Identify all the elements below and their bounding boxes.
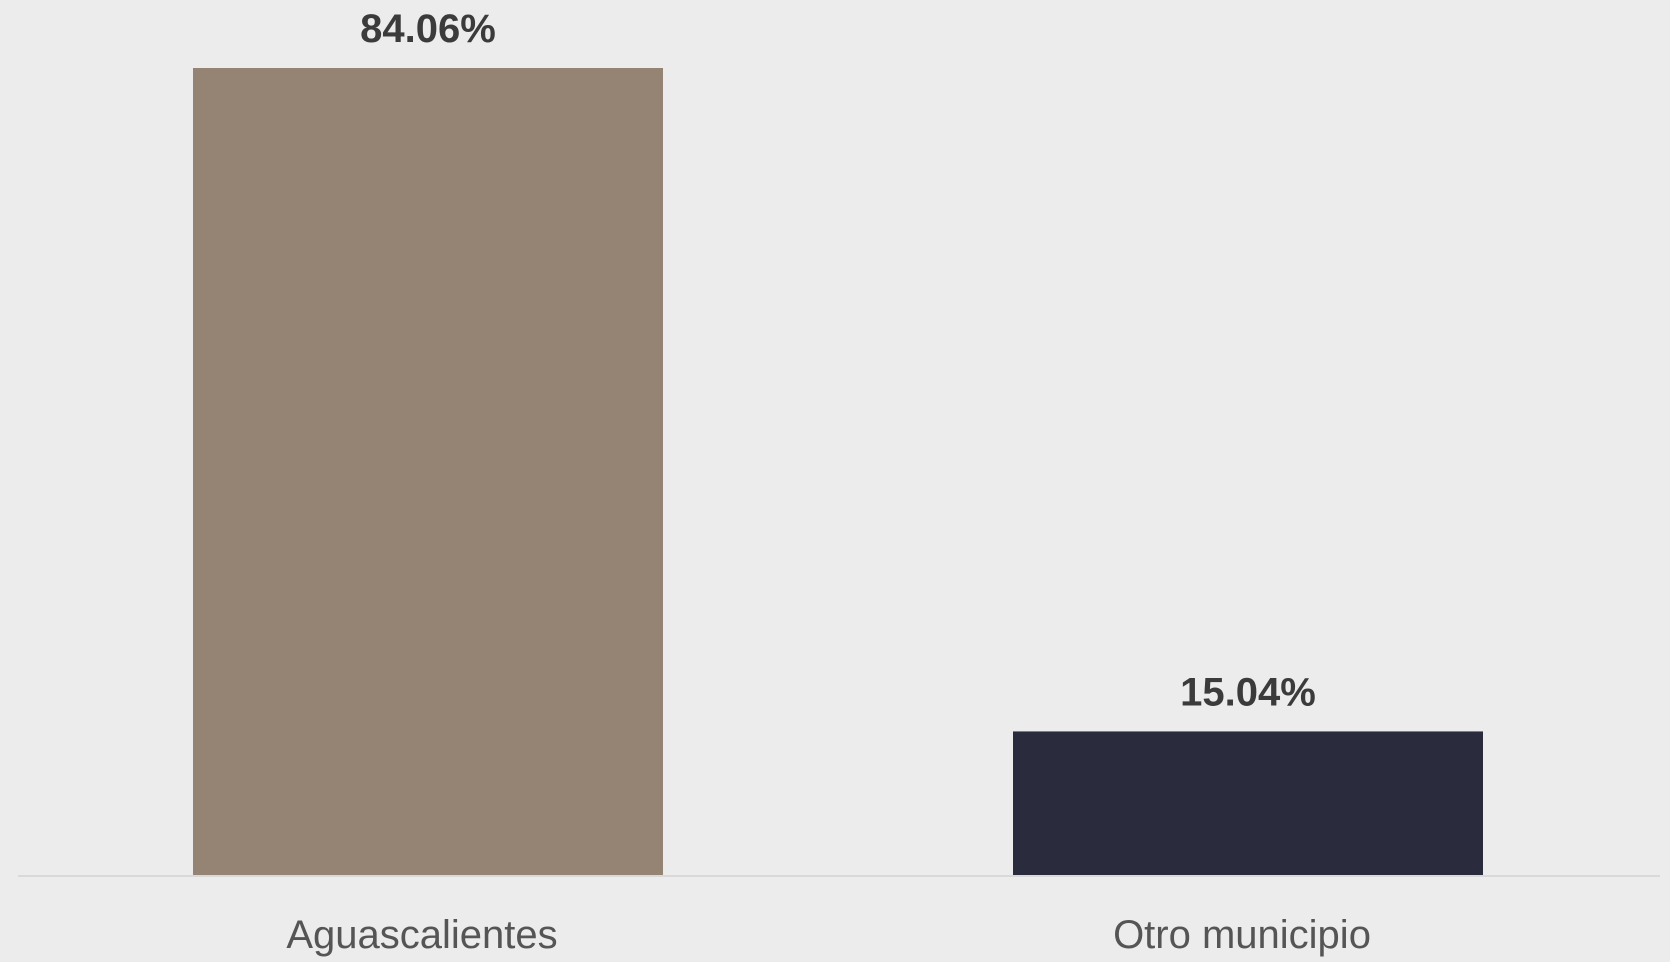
bar-1 xyxy=(193,68,663,876)
bars-group xyxy=(193,68,1483,876)
bar-2 xyxy=(1013,731,1483,876)
labels-group: 84.06% Aguascalientes 15.04% Otro municipio xyxy=(286,7,1371,957)
bar-value-label-1: 84.06% xyxy=(360,7,496,51)
bar-value-label-2: 15.04% xyxy=(1180,670,1316,714)
category-label-2: Otro municipio xyxy=(1113,913,1371,957)
category-label-1: Aguascalientes xyxy=(286,913,557,957)
